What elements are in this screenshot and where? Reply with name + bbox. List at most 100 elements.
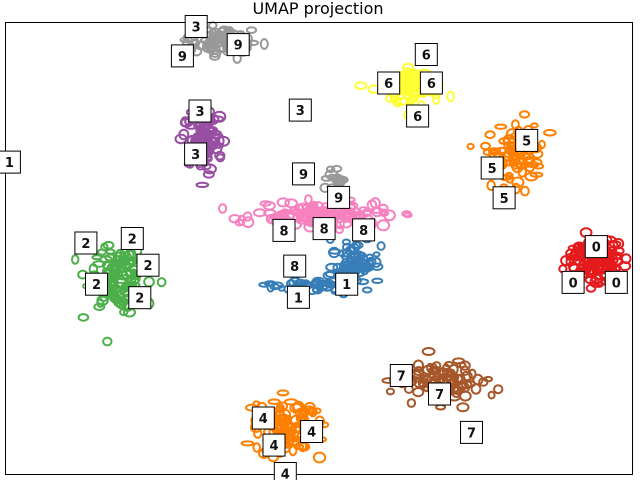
digit-thumbnail: 4 — [251, 406, 275, 430]
thumbnail-box — [120, 227, 144, 250]
thumbnail-digit-label: 0 — [569, 276, 578, 291]
data-point-digit-2 — [121, 269, 135, 280]
thumbnail-box — [273, 462, 297, 480]
data-point-digit-7 — [412, 387, 425, 398]
thumbnail-box — [515, 128, 539, 152]
data-point-digit-3 — [195, 181, 210, 188]
data-point-digit-2 — [120, 254, 129, 263]
digit-thumbnail: 7 — [389, 364, 413, 387]
data-point-digit-0 — [569, 251, 584, 259]
data-point-digit-2 — [105, 248, 116, 255]
digit-thumbnail: 2 — [85, 272, 108, 296]
thumbnail-box — [272, 218, 296, 242]
thumbnail-box — [584, 235, 608, 259]
data-point-digit-1 — [356, 251, 367, 259]
chart-title: UMAP projection — [252, 0, 383, 18]
data-point-digit-7 — [493, 384, 504, 395]
digit-thumbnail: 8 — [272, 218, 296, 242]
thumbnail-box — [604, 270, 628, 294]
data-point-digit-8 — [335, 217, 345, 230]
digit-thumbnail: 4 — [273, 462, 297, 480]
thumbnail-digit-label: 2 — [135, 292, 144, 307]
thumbnail-box — [352, 218, 376, 242]
digit-thumbnail: 6 — [414, 43, 438, 66]
data-point-digit-7 — [470, 383, 482, 395]
thumbnail-box — [428, 382, 451, 406]
data-point-digit-2 — [71, 254, 80, 265]
data-point-digit-4 — [292, 400, 305, 413]
data-point-digit-1 — [359, 261, 374, 273]
thumbnail-box — [480, 156, 504, 180]
thumbnail-digit-label: 2 — [143, 259, 152, 274]
data-point-digit-5 — [537, 139, 546, 150]
data-point-digit-8 — [301, 203, 313, 213]
digit-thumbnail: 9 — [292, 162, 315, 186]
thumbnail-box — [389, 364, 413, 387]
data-point-digit-1 — [322, 270, 336, 281]
data-point-digit-0 — [612, 238, 625, 250]
data-point-digit-8 — [276, 197, 290, 208]
data-point-digit-4 — [303, 405, 315, 415]
thumbnail-digit-label: 6 — [422, 49, 431, 64]
data-point-digit-2 — [125, 275, 137, 285]
digit-thumbnail: 8 — [312, 217, 336, 241]
digit-thumbnail: 9 — [226, 33, 250, 57]
data-point-digit-5 — [530, 122, 539, 129]
data-point-digit-0 — [572, 255, 587, 266]
data-point-digit-9 — [259, 38, 269, 50]
digit-thumbnail: 1 — [335, 272, 359, 296]
data-point-digit-8 — [378, 209, 390, 217]
thumbnail-digit-label: 3 — [195, 105, 204, 120]
data-point-digit-9 — [208, 49, 222, 58]
data-point-digit-4 — [276, 389, 290, 397]
thumbnail-digit-label: 9 — [234, 39, 243, 54]
thumbnail-box — [377, 71, 401, 95]
data-point-digit-2 — [143, 276, 155, 288]
digit-thumbnail: 8 — [352, 218, 376, 242]
thumbnail-box — [419, 71, 443, 95]
thumbnail-box — [406, 104, 430, 128]
data-point-digit-1 — [362, 286, 373, 294]
plot-frame — [5, 22, 633, 475]
thumbnail-box — [85, 272, 108, 296]
thumbnail-box — [226, 33, 250, 57]
data-point-digit-8 — [259, 200, 272, 207]
thumbnail-digit-label: 5 — [500, 192, 509, 207]
thumbnail-box — [170, 44, 194, 68]
data-point-digit-2 — [107, 291, 120, 301]
data-point-digit-8 — [403, 212, 413, 219]
data-point-digit-4 — [278, 413, 291, 426]
data-point-digit-8 — [237, 214, 246, 226]
thumbnail-digit-label: 9 — [178, 50, 187, 65]
data-point-digit-8 — [339, 212, 354, 221]
digit-thumbnail: 9 — [170, 44, 194, 68]
data-point-digit-5 — [520, 185, 530, 197]
data-point-digit-3 — [216, 135, 225, 147]
thumbnail-digit-label: 7 — [435, 388, 444, 403]
data-point-digit-8 — [371, 207, 384, 218]
thumbnail-digit-label: 1 — [5, 156, 14, 171]
data-point-digit-1 — [362, 264, 375, 272]
thumbnail-digit-label: 7 — [467, 426, 476, 441]
data-point-digit-8 — [262, 201, 276, 211]
thumbnail-digit-label: 4 — [269, 439, 278, 454]
data-point-digit-9 — [325, 165, 336, 174]
data-point-digit-2 — [115, 248, 125, 259]
data-point-digit-4 — [278, 408, 292, 421]
digit-thumbnail: 4 — [262, 433, 286, 457]
data-point-digit-7 — [487, 390, 496, 400]
thumbnail-digit-label: 9 — [299, 168, 308, 183]
data-point-digit-5 — [480, 141, 491, 151]
thumbnail-box — [286, 285, 310, 309]
thumbnail-box — [184, 15, 208, 38]
data-point-digit-1 — [372, 251, 381, 258]
digit-thumbnail: 4 — [300, 420, 324, 443]
data-point-digit-4 — [304, 401, 316, 412]
data-point-digit-1 — [342, 248, 353, 258]
data-point-digit-8 — [253, 208, 267, 218]
thumbnail-box — [283, 254, 307, 278]
scatter-points — [0, 21, 632, 464]
data-point-digit-8 — [284, 198, 298, 209]
data-point-digit-4 — [293, 443, 305, 451]
